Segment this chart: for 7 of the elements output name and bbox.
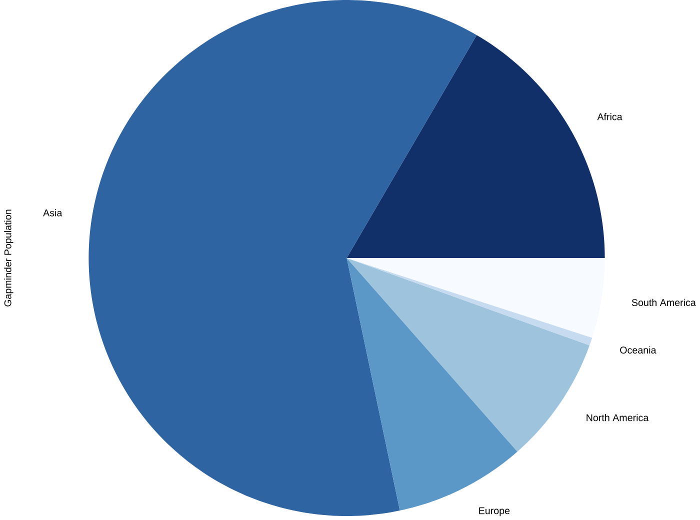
slice-label: Europe xyxy=(479,507,510,516)
slice-label: South America xyxy=(632,298,696,306)
slice-label: Africa xyxy=(597,112,622,120)
slice-label: North America xyxy=(586,414,649,422)
slice-label: Oceania xyxy=(620,346,656,354)
text: Gapminder Population xyxy=(4,210,14,306)
slice-label: Asia xyxy=(43,209,62,216)
